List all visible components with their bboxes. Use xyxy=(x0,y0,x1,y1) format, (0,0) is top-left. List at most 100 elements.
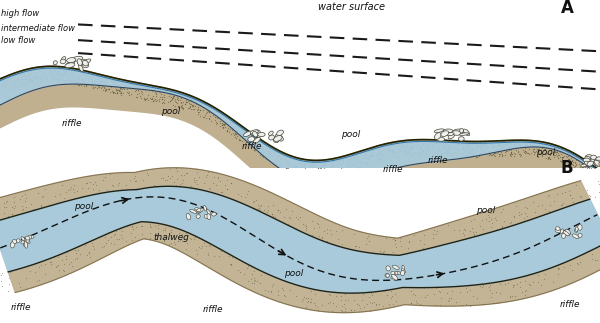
Point xyxy=(277,159,286,164)
Point xyxy=(583,174,593,180)
Point xyxy=(510,293,520,298)
Point xyxy=(402,144,412,149)
Point xyxy=(212,115,222,120)
Point xyxy=(364,238,374,243)
Point xyxy=(218,125,228,130)
Point xyxy=(463,145,472,150)
Point xyxy=(247,138,256,143)
Point xyxy=(230,124,240,129)
Point xyxy=(279,153,289,159)
Point xyxy=(166,230,176,235)
Point xyxy=(361,154,371,160)
Point xyxy=(475,151,484,156)
Point xyxy=(108,81,118,87)
Point xyxy=(361,155,371,161)
Point xyxy=(20,192,29,197)
Ellipse shape xyxy=(445,131,449,134)
Point xyxy=(74,68,83,73)
Point xyxy=(401,144,411,150)
Point xyxy=(571,160,580,165)
Point xyxy=(223,125,232,130)
Point xyxy=(254,149,263,154)
Point xyxy=(394,142,404,148)
Point xyxy=(65,187,75,192)
Point xyxy=(388,236,398,241)
Point xyxy=(101,87,111,92)
Ellipse shape xyxy=(583,158,590,162)
Point xyxy=(486,153,496,158)
Point xyxy=(52,69,61,74)
Point xyxy=(421,147,431,152)
Point xyxy=(316,166,326,171)
Point xyxy=(392,150,402,155)
Point xyxy=(257,150,266,155)
Point xyxy=(160,233,169,238)
Point xyxy=(487,145,496,151)
Point xyxy=(260,267,269,272)
Point xyxy=(345,164,355,170)
Point xyxy=(574,262,583,267)
Point xyxy=(237,139,247,144)
Point xyxy=(142,220,151,225)
Point xyxy=(403,143,413,149)
Point xyxy=(110,79,120,85)
Point xyxy=(40,187,50,192)
Point xyxy=(555,155,565,160)
Point xyxy=(58,73,68,78)
Point xyxy=(52,264,62,269)
Point xyxy=(513,221,523,226)
Point xyxy=(569,165,578,170)
Point xyxy=(215,118,225,123)
Point xyxy=(296,165,305,170)
Point xyxy=(265,158,275,163)
Point xyxy=(458,153,467,158)
Point xyxy=(543,156,553,162)
Point xyxy=(131,84,140,89)
Point xyxy=(78,78,88,83)
Point xyxy=(488,301,498,306)
Point xyxy=(595,174,600,180)
Text: low flow: low flow xyxy=(1,36,35,45)
Point xyxy=(478,145,488,150)
Point xyxy=(131,84,141,89)
Point xyxy=(548,152,558,158)
Point xyxy=(131,178,141,183)
Point xyxy=(509,141,518,147)
Point xyxy=(487,217,496,222)
Point xyxy=(419,242,429,247)
Point xyxy=(346,156,356,161)
Point xyxy=(307,286,316,291)
Point xyxy=(89,247,98,252)
Point xyxy=(9,72,19,77)
Point xyxy=(459,227,469,232)
Point xyxy=(114,236,124,242)
Point xyxy=(461,140,471,145)
Point xyxy=(299,297,308,302)
Point xyxy=(565,150,574,155)
Point xyxy=(508,282,518,287)
Ellipse shape xyxy=(212,212,216,216)
Point xyxy=(52,78,62,83)
Point xyxy=(181,99,191,105)
Point xyxy=(255,151,265,156)
Point xyxy=(491,140,501,145)
Point xyxy=(388,140,397,145)
Point xyxy=(0,80,8,86)
Point xyxy=(396,145,406,150)
Point xyxy=(37,205,46,210)
Point xyxy=(215,120,224,126)
Point xyxy=(74,75,84,80)
Point xyxy=(265,151,274,157)
Point xyxy=(88,71,97,77)
Ellipse shape xyxy=(77,59,82,66)
Point xyxy=(313,165,323,171)
Point xyxy=(58,72,68,78)
Point xyxy=(310,226,319,231)
Point xyxy=(154,99,164,104)
Point xyxy=(448,150,458,155)
Point xyxy=(95,188,104,193)
Point xyxy=(384,147,394,152)
Point xyxy=(466,146,475,151)
Point xyxy=(256,272,266,277)
Point xyxy=(467,147,477,152)
